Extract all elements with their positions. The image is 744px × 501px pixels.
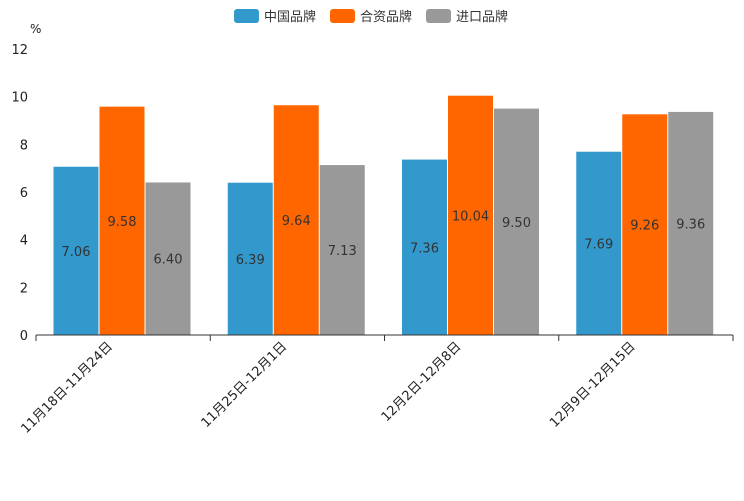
data-label-0-1: 9.58 bbox=[108, 215, 137, 230]
x-category-label-3: 12月9日-12月15日 bbox=[547, 339, 639, 431]
legend-swatch-0 bbox=[234, 9, 259, 23]
bar-2-0 bbox=[402, 159, 447, 335]
data-label-1-2: 7.13 bbox=[328, 244, 357, 259]
y-tick-label: 12 bbox=[11, 43, 28, 58]
legend-label-2: 进口品牌 bbox=[456, 9, 508, 25]
bar-1-2 bbox=[319, 165, 365, 335]
bar-3-1 bbox=[622, 114, 668, 335]
data-label-3-1: 9.26 bbox=[630, 219, 659, 234]
data-label-0-2: 6.40 bbox=[154, 253, 183, 268]
legend-label-1: 合资品牌 bbox=[360, 9, 412, 25]
bar-1-0 bbox=[227, 182, 273, 335]
bar-2-1 bbox=[448, 95, 493, 335]
x-category-label-0: 11月18日-11月24日 bbox=[18, 339, 115, 436]
bar-0-1 bbox=[99, 106, 145, 335]
y-tick-label: 2 bbox=[20, 281, 28, 296]
data-label-0-0: 7.06 bbox=[62, 245, 91, 260]
data-label-2-0: 7.36 bbox=[410, 241, 439, 256]
y-axis-unit-label: % bbox=[30, 22, 41, 36]
bar-0-0 bbox=[53, 166, 99, 335]
data-label-1-0: 6.39 bbox=[236, 253, 265, 268]
data-label-3-2: 9.36 bbox=[676, 217, 705, 232]
y-axis-ticks: 0 2 4 6 8 10 12 bbox=[11, 43, 28, 344]
y-tick-label: 4 bbox=[20, 234, 28, 249]
data-label-3-0: 7.69 bbox=[584, 237, 613, 252]
legend-label-0: 中国品牌 bbox=[264, 9, 316, 25]
y-tick-label: 0 bbox=[20, 329, 28, 344]
bar-1-1 bbox=[273, 105, 319, 335]
y-tick-label: 10 bbox=[11, 91, 28, 106]
legend-swatch-1 bbox=[330, 9, 355, 23]
bar-0-2 bbox=[145, 182, 191, 335]
data-label-2-2: 9.50 bbox=[502, 216, 531, 231]
y-tick-label: 6 bbox=[20, 186, 28, 201]
data-labels: 7.06 9.58 6.40 6.39 9.64 7.13 7.36 10.04 9.50 7.6… bbox=[62, 209, 706, 267]
bar-2-2 bbox=[494, 108, 539, 335]
y-tick-label: 8 bbox=[20, 138, 28, 153]
x-category-label-1: 11月25日-12月1日 bbox=[199, 339, 291, 431]
bar-3-2 bbox=[668, 111, 714, 335]
data-label-1-1: 9.64 bbox=[282, 214, 311, 229]
legend-swatch-2 bbox=[426, 9, 451, 23]
bars bbox=[53, 95, 714, 335]
x-axis-labels: 11月18日-11月24日 11月25日-12月1日 12月2日-12月8日 12月9… bbox=[18, 339, 638, 436]
bar-3-0 bbox=[576, 151, 622, 335]
data-label-2-1: 10.04 bbox=[452, 209, 489, 224]
x-category-label-2: 12月2日-12月8日 bbox=[379, 339, 465, 425]
x-axis-ticks bbox=[35, 335, 734, 341]
legend: 中国品牌 合资品牌 进口品牌 bbox=[234, 9, 508, 25]
